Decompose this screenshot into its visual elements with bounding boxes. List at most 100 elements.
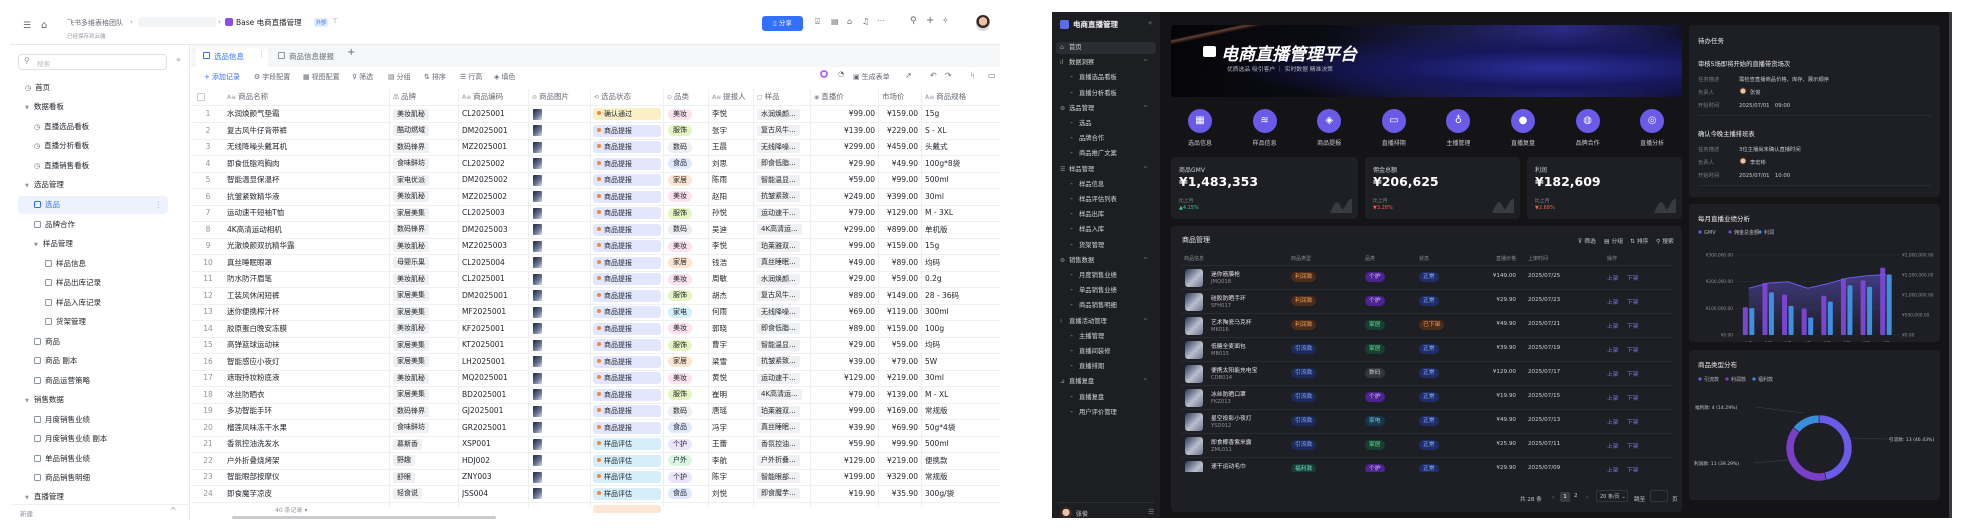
product-thumbnail[interactable] bbox=[533, 125, 542, 136]
product-thumbnail[interactable] bbox=[533, 240, 542, 252]
column-divider[interactable] bbox=[708, 89, 709, 507]
sidebar-item-样品信息[interactable]: 样品信息 bbox=[10, 255, 180, 273]
column-divider[interactable] bbox=[528, 89, 529, 507]
sidebar-item-销售数据[interactable]: ⊛ 销售数据 ^ bbox=[1052, 255, 1156, 267]
caret-down-icon[interactable]: ▼ bbox=[25, 495, 29, 501]
shortcut-主播管理[interactable]: ♁ 主播管理 bbox=[1433, 109, 1483, 149]
page-2[interactable]: 2 bbox=[1574, 493, 1578, 499]
history-icon[interactable]: ◔ bbox=[838, 70, 845, 78]
sidebar-item-单品销售业绩[interactable]: 单品销售业绩 bbox=[10, 450, 180, 468]
chevron-up-icon[interactable]: ^ bbox=[1142, 378, 1148, 386]
sample-link[interactable]: 即食低脂... bbox=[757, 323, 800, 334]
breadcrumb-team[interactable]: 飞书多维表格团队 bbox=[67, 19, 123, 27]
collapse-sidebar-icon[interactable]: « bbox=[176, 55, 181, 64]
sample-link[interactable]: 智能温显... bbox=[757, 174, 800, 186]
view-button[interactable]: ▦ 视图配置 bbox=[303, 72, 340, 82]
sample-link[interactable]: 香氛控油... bbox=[757, 438, 800, 450]
table-row[interactable]: 艺术陶瓷马克杯 MK016 利润款 家居 已下架 ¥49.90 2025/07/21 上架 下架 bbox=[1181, 314, 1672, 337]
sample-link[interactable]: 运动速干... bbox=[757, 207, 800, 219]
search-input[interactable]: ⚲ 搜索 bbox=[18, 54, 167, 70]
next-page-icon[interactable]: › bbox=[1586, 494, 1589, 501]
list-action-link[interactable]: 上架 bbox=[1607, 468, 1619, 472]
prev-page-icon[interactable]: ‹ bbox=[1552, 494, 1555, 501]
column-header-商品编码[interactable]: A≡ 商品编码 bbox=[458, 89, 528, 105]
product-thumbnail[interactable] bbox=[533, 224, 542, 235]
delist-action-link[interactable]: 下架 bbox=[1627, 468, 1639, 472]
column-header-直播价[interactable]: ◉ 直播价 bbox=[810, 89, 878, 105]
sidebar-item-月度销售业绩[interactable]: ⁃ 月度销售业绩 bbox=[1052, 270, 1156, 282]
sidebar-item-选品管理[interactable]: ▼ 选品管理 bbox=[10, 176, 180, 194]
tab-menu-icon[interactable]: ⋮ bbox=[258, 50, 265, 58]
list-action-link[interactable]: 上架 bbox=[1607, 372, 1619, 378]
pin-icon[interactable]: ⊤ bbox=[332, 17, 339, 25]
sidebar-item-选品[interactable]: ⁃ 选品 bbox=[1052, 118, 1156, 130]
chevron-up-icon[interactable]: ^ bbox=[170, 506, 177, 515]
sidebar-item-直播排期[interactable]: ⁃ 直播排期 bbox=[1052, 361, 1156, 373]
column-divider[interactable] bbox=[753, 89, 754, 507]
column-header-商品名称[interactable]: A≡ 商品名称 bbox=[223, 89, 389, 105]
shortcut-品牌合作[interactable]: ◍ 品牌合作 bbox=[1563, 109, 1613, 149]
caret-down-icon[interactable]: ▼ bbox=[25, 183, 29, 189]
column-header-样品[interactable]: ▢ 样品 bbox=[753, 89, 810, 105]
caret-down-icon[interactable]: ▼ bbox=[25, 398, 29, 404]
table-row[interactable]: 速干运动毛巾 福利款 个护 正常 ¥29.90 2025/07/09 上架 下架 bbox=[1181, 458, 1672, 472]
sample-link[interactable]: 运动速干... bbox=[757, 372, 800, 384]
sidebar-item-样品信息[interactable]: ⁃ 样品信息 bbox=[1052, 179, 1156, 191]
sample-link[interactable]: 智能温显... bbox=[757, 339, 800, 351]
table-row[interactable]: 便携太阳能充电宝 CDB014 引流款 数码 正常 ¥129.00 2025/07/17 上架… bbox=[1181, 362, 1672, 385]
column-header-商品规格[interactable]: A≡ 商品规格 bbox=[921, 89, 1000, 105]
sidebar-item-数据看板[interactable]: ▼ 数据看板 bbox=[10, 98, 180, 116]
sample-link[interactable]: 4K高清运... bbox=[757, 389, 802, 400]
sidebar-item-直播分析看板[interactable]: ⁃ 直播分析看板 bbox=[1052, 88, 1156, 100]
share-icon[interactable]: ↗ bbox=[905, 71, 912, 80]
sidebar-item-商品销售明细[interactable]: ⁃ 商品销售明细 bbox=[1052, 300, 1156, 312]
product-thumbnail[interactable] bbox=[533, 405, 542, 417]
column-divider[interactable] bbox=[878, 89, 879, 507]
sample-link[interactable]: 户外折叠... bbox=[757, 455, 800, 466]
table-row[interactable]: 星空投影小夜灯 YSD012 引流款 家电 正常 ¥49.90 2025/07/13 上架 下架 bbox=[1181, 410, 1672, 433]
new-button[interactable]: 新建 bbox=[20, 510, 33, 518]
sidebar-item-货架管理[interactable]: ⁃ 货架管理 bbox=[1052, 240, 1156, 252]
sidebar-item-货架管理[interactable]: 货架管理 bbox=[10, 313, 180, 331]
product-thumbnail[interactable] bbox=[533, 108, 542, 120]
sidebar-item-直播销售看板[interactable]: ◷ 直播销售看板 bbox=[10, 157, 180, 175]
shortcut-直播排期[interactable]: ▭ 直播排期 bbox=[1369, 109, 1419, 149]
sidebar-item-单品销售业绩[interactable]: ⁃ 单品销售业绩 bbox=[1052, 285, 1156, 297]
product-thumbnail[interactable] bbox=[533, 257, 542, 268]
home-icon[interactable]: ⌂ bbox=[41, 20, 48, 31]
product-thumbnail[interactable] bbox=[533, 273, 542, 285]
scrollbar[interactable] bbox=[1949, 12, 1952, 518]
column-divider[interactable] bbox=[663, 89, 664, 507]
sidebar-item-直播选品看板[interactable]: ⁃ 直播选品看板 bbox=[1052, 72, 1156, 84]
task-title[interactable]: 审核5场即将开始的直播带货场次 bbox=[1698, 61, 1791, 68]
sidebar-item-品牌合作[interactable]: 品牌合作 bbox=[10, 216, 180, 234]
chevron-up-icon[interactable]: ^ bbox=[1142, 317, 1148, 325]
product-thumbnail[interactable] bbox=[533, 372, 542, 384]
delist-action-link[interactable]: 下架 bbox=[1627, 276, 1639, 282]
sample-link[interactable]: 珀莱雅双... bbox=[757, 405, 800, 417]
ai-sparkle-icon[interactable]: ✧ bbox=[942, 16, 949, 25]
product-thumbnail[interactable] bbox=[533, 389, 542, 400]
plugin-icon[interactable]: ⌂ bbox=[847, 17, 853, 26]
undo-icon[interactable]: ↶ bbox=[930, 71, 937, 80]
fields-button[interactable]: ⚙ 字段配置 bbox=[254, 72, 290, 82]
list-action-link[interactable]: 上架 bbox=[1607, 324, 1619, 330]
redo-icon[interactable]: ↷ bbox=[945, 71, 952, 80]
sidebar-item-主播管理[interactable]: ⁃ 主播管理 bbox=[1052, 331, 1156, 343]
sample-link[interactable]: 真丝睡眠... bbox=[757, 257, 800, 268]
collapse-icon[interactable]: « bbox=[1148, 19, 1153, 27]
sidebar-item-选品[interactable]: 选品 ⋮ bbox=[18, 196, 168, 214]
table-row[interactable]: 低糖全麦面包 MB015 引流款 家居 正常 ¥39.90 2025/07/19 上架 下架 bbox=[1181, 338, 1672, 361]
table-row[interactable]: 即食椰香紫米露 ZML011 引流款 家居 正常 ¥25.90 2025/07/11 上架 下架 bbox=[1181, 434, 1672, 457]
sidebar-item-样品管理[interactable]: ☰ 样品管理 ^ bbox=[1052, 164, 1156, 176]
column-divider[interactable] bbox=[458, 89, 459, 507]
sidebar-item-首页[interactable]: ⌂ 首页 bbox=[1056, 42, 1156, 54]
sidebar-item-用户评价管理[interactable]: ⁃ 用户评价管理 bbox=[1052, 407, 1156, 419]
sidebar-item-品牌合作[interactable]: ⁃ 品牌合作 bbox=[1052, 133, 1156, 145]
product-thumbnail[interactable] bbox=[533, 339, 542, 351]
plus-icon[interactable]: + bbox=[926, 15, 935, 26]
product-thumbnail[interactable] bbox=[533, 438, 542, 450]
list-action-link[interactable]: 上架 bbox=[1607, 348, 1619, 354]
page-size-select[interactable]: 20 条/页 ⌄ bbox=[1596, 490, 1628, 502]
product-thumbnail[interactable] bbox=[533, 207, 542, 219]
